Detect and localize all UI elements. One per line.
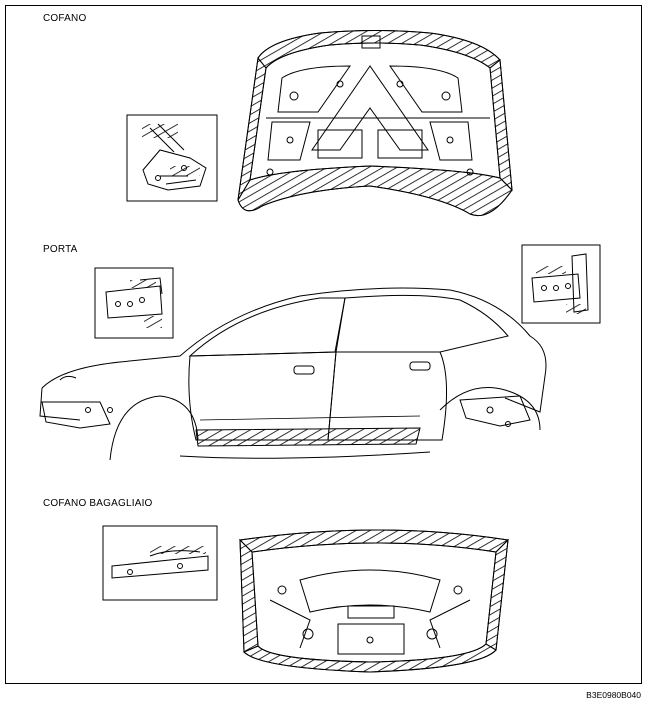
hood-hinge-inset (127, 115, 217, 201)
figure-code: B3E0980B040 (586, 690, 641, 700)
hood-section-label: COFANO (43, 13, 87, 24)
trunk-lid-drawing (240, 530, 508, 672)
figure-frame (5, 5, 642, 684)
door-section-label: PORTA (43, 244, 78, 255)
hood-drawing (238, 31, 512, 216)
trunk-section-label: COFANO BAGAGLIAIO (43, 498, 153, 509)
car-side-drawing (40, 288, 546, 460)
front-door-hinge-inset (95, 268, 173, 338)
trunk-hinge-inset (103, 526, 217, 600)
rear-door-hinge-inset (522, 245, 600, 323)
